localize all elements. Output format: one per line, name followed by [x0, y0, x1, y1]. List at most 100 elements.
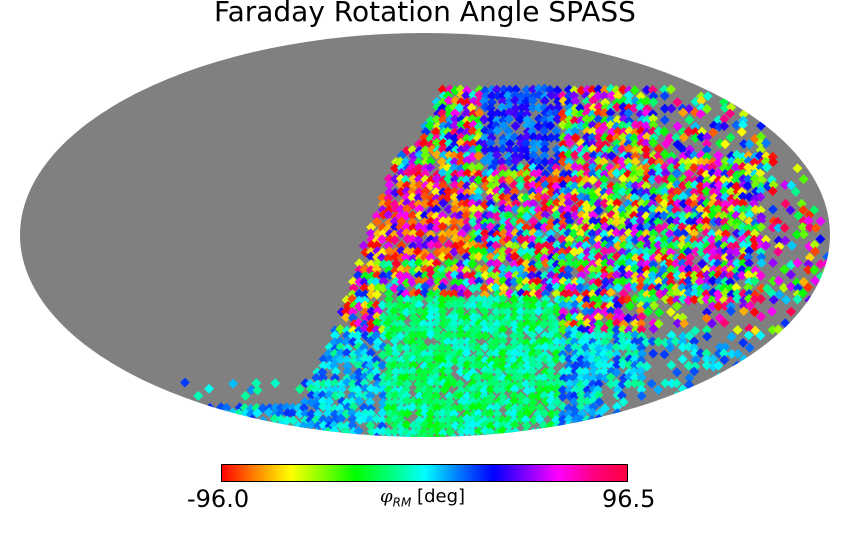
map-pixel — [539, 139, 550, 150]
map-pixel — [641, 138, 652, 149]
map-pixel — [425, 156, 436, 167]
map-pixel — [702, 138, 712, 149]
map-pixel — [521, 132, 532, 143]
map-pixel — [635, 144, 646, 155]
map-pixel — [510, 84, 521, 95]
map-pixel — [521, 90, 532, 101]
map-pixel — [539, 95, 550, 106]
map-pixel — [593, 108, 604, 119]
map-pixel — [527, 95, 538, 106]
map-pixel — [395, 156, 406, 167]
map-pixel — [659, 115, 670, 125]
map-pixel — [701, 151, 712, 162]
map-pixel — [425, 133, 436, 144]
map-pixel — [474, 89, 485, 100]
map-pixel — [552, 114, 563, 125]
map-pixel — [456, 119, 467, 130]
map-pixel — [642, 150, 652, 161]
map-pixel — [486, 433, 497, 437]
map-pixel — [569, 115, 580, 126]
map-pixel — [492, 150, 503, 161]
map-pixel — [587, 132, 598, 143]
map-pixel — [564, 156, 574, 167]
map-pixel — [587, 114, 598, 125]
rm-subscript: RM — [392, 495, 412, 510]
map-pixel — [593, 102, 604, 113]
map-pixel — [516, 151, 526, 162]
map-pixel — [480, 145, 491, 156]
map-pixel — [756, 131, 766, 142]
map-pixel — [641, 85, 652, 95]
map-pixel — [438, 121, 449, 132]
map-pixel — [564, 149, 574, 160]
map-pixel — [546, 132, 557, 143]
map-pixel — [486, 108, 497, 119]
map-pixel — [468, 138, 479, 149]
map-pixel — [492, 433, 503, 437]
map-pixel — [624, 96, 635, 107]
map-pixel — [755, 138, 766, 149]
map-pixel — [438, 114, 448, 125]
map-pixel — [736, 127, 747, 137]
map-pixel — [497, 143, 508, 154]
map-pixel — [418, 138, 429, 149]
map-pixel — [743, 150, 754, 161]
map-pixel — [576, 121, 587, 131]
map-pixel — [461, 155, 472, 166]
map-pixel — [479, 114, 490, 125]
map-pixel — [450, 114, 461, 125]
map-pixel — [677, 144, 688, 155]
map-pixel — [528, 145, 539, 156]
map-pixel — [612, 115, 623, 125]
map-pixel — [515, 138, 526, 149]
map-pixel — [443, 121, 454, 132]
map-pixel — [424, 120, 435, 131]
map-pixel — [449, 102, 460, 113]
map-pixel — [497, 137, 508, 148]
map-pixel — [618, 132, 629, 143]
map-pixel — [414, 149, 425, 160]
map-pixel — [437, 84, 448, 95]
map-pixel — [629, 103, 640, 114]
map-pixel — [413, 157, 424, 168]
map-pixel — [587, 84, 598, 95]
map-pixel — [449, 108, 460, 119]
map-pixel — [522, 102, 533, 113]
map-pixel — [455, 151, 466, 161]
map-pixel — [437, 108, 448, 119]
map-pixel — [672, 121, 683, 132]
map-pixel — [504, 156, 515, 167]
map-pixel — [431, 149, 442, 160]
map-pixel — [641, 96, 652, 107]
map-pixel — [582, 126, 593, 137]
map-pixel — [552, 132, 563, 143]
map-pixel — [659, 90, 670, 101]
map-pixel — [708, 127, 719, 138]
map-pixel — [462, 133, 472, 144]
colorbar-max-label: 96.5 — [602, 485, 656, 513]
map-pixel — [648, 137, 658, 148]
map-pixel — [671, 132, 682, 143]
map-pixel — [485, 138, 496, 149]
map-pixel — [635, 120, 646, 131]
map-pixel — [558, 144, 569, 155]
map-pixel — [702, 103, 712, 114]
map-pixel — [462, 120, 473, 131]
map-pixel — [522, 114, 533, 125]
map-pixel — [647, 84, 658, 95]
map-pixel — [659, 126, 670, 137]
map-pixel — [479, 133, 490, 144]
map-pixel — [587, 138, 598, 149]
map-pixel — [617, 120, 628, 131]
map-pixel — [552, 85, 563, 96]
map-pixel — [449, 157, 460, 167]
colorbar-min-label: -96.0 — [187, 485, 250, 513]
map-pixel — [719, 114, 730, 125]
map-pixel — [581, 144, 592, 155]
colorbar-axis-label: φRM [deg] — [380, 486, 465, 510]
map-pixel — [521, 138, 532, 149]
map-pixel — [593, 114, 604, 125]
map-pixel — [511, 144, 522, 155]
map-pixel — [695, 108, 706, 119]
map-pixel — [624, 409, 634, 420]
